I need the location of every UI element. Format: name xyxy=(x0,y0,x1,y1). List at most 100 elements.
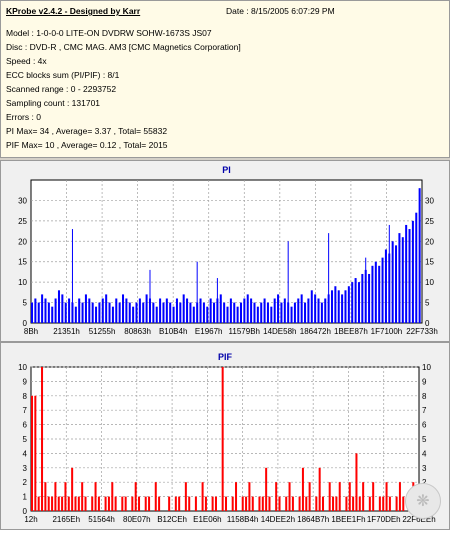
y-tick-label-left: 2 xyxy=(23,478,28,487)
data-bar xyxy=(368,273,371,323)
data-bar xyxy=(37,302,40,323)
y-tick-label-left: 30 xyxy=(18,196,27,205)
data-bar xyxy=(148,496,151,511)
y-tick-label-right: 2 xyxy=(422,478,427,487)
y-tick-label-left: 10 xyxy=(18,363,27,372)
data-bar xyxy=(101,298,104,323)
data-bar xyxy=(172,306,175,323)
data-bar xyxy=(142,302,145,323)
data-bar xyxy=(94,482,97,511)
data-bar xyxy=(105,294,108,323)
data-bar xyxy=(182,294,185,323)
info-line-disc: Disc : DVD-R , CMC MAG. AM3 [CMC Magneti… xyxy=(6,42,241,52)
data-bar xyxy=(91,302,94,323)
data-bar xyxy=(391,241,394,323)
data-bar xyxy=(107,496,110,511)
data-bar xyxy=(68,298,71,323)
data-bar xyxy=(44,482,47,511)
data-bar xyxy=(344,290,347,323)
chart-title: PI xyxy=(222,165,231,175)
x-tick-label: B10B4h xyxy=(159,327,187,336)
data-bar xyxy=(314,294,317,323)
data-bar xyxy=(78,298,81,323)
info-line-errors: Errors : 0 xyxy=(6,112,41,122)
data-bar xyxy=(108,302,111,323)
data-bar xyxy=(395,245,398,323)
data-bar xyxy=(121,496,124,511)
data-bar xyxy=(81,302,84,323)
y-tick-label-left: 20 xyxy=(18,237,27,246)
data-bar xyxy=(41,367,44,511)
y-tick-label-left: 5 xyxy=(23,299,28,308)
data-bar xyxy=(317,298,320,323)
data-bar xyxy=(235,482,238,511)
data-bar xyxy=(168,496,171,511)
x-tick-label: 2165Eh xyxy=(52,515,80,524)
data-bar xyxy=(320,302,323,323)
data-bar xyxy=(297,298,300,323)
data-bar xyxy=(338,482,341,511)
data-bar xyxy=(239,302,242,323)
y-tick-label-right: 3 xyxy=(422,464,427,473)
x-tick-label: 1BEE1Fh xyxy=(331,515,365,524)
data-bar xyxy=(256,306,259,323)
data-bar xyxy=(305,496,308,511)
data-bar xyxy=(385,482,388,511)
data-bar xyxy=(334,286,337,323)
data-bar xyxy=(300,294,303,323)
info-line-range: Scanned range : 0 - 2293752 xyxy=(6,84,117,94)
data-bar xyxy=(54,482,57,511)
data-bar xyxy=(81,482,84,511)
data-bar xyxy=(162,302,165,323)
x-tick-label: 1864B7h xyxy=(297,515,329,524)
data-bar xyxy=(201,482,204,511)
data-bar xyxy=(402,496,405,511)
y-tick-label-right: 8 xyxy=(422,392,427,401)
panel-divider xyxy=(0,158,450,160)
data-bar xyxy=(118,302,121,323)
data-bar xyxy=(348,482,351,511)
data-bar xyxy=(152,302,155,323)
data-bar xyxy=(258,496,261,511)
data-bar xyxy=(395,496,398,511)
data-bar xyxy=(358,496,361,511)
x-tick-label: E1967h xyxy=(195,327,223,336)
data-bar xyxy=(374,261,377,323)
data-bar xyxy=(355,453,358,511)
x-tick-label: 1F7100h xyxy=(371,327,403,336)
info-line-sampling: Sampling count : 131701 xyxy=(6,98,101,108)
data-bar xyxy=(351,282,354,323)
data-bar xyxy=(154,482,157,511)
data-bar xyxy=(188,496,191,511)
x-tick-label: 22F733h xyxy=(406,327,438,336)
data-bar xyxy=(231,496,234,511)
data-bar xyxy=(382,496,385,511)
data-bar xyxy=(268,496,271,511)
data-bar xyxy=(337,290,340,323)
data-bar xyxy=(214,496,217,511)
chart-title: PIF xyxy=(218,352,233,362)
data-bar xyxy=(253,302,256,323)
data-bar xyxy=(354,278,357,323)
data-bar xyxy=(77,496,80,511)
data-bar xyxy=(226,306,229,323)
data-bar xyxy=(111,306,114,323)
data-bar xyxy=(125,298,128,323)
info-line-ecc: ECC blocks sum (PI/PIF) : 8/1 xyxy=(6,70,120,80)
data-bar xyxy=(418,188,421,323)
x-tick-label: 12h xyxy=(24,515,37,524)
data-bar xyxy=(44,298,47,323)
data-bar xyxy=(47,496,50,511)
data-bar xyxy=(301,467,304,511)
y-tick-label-left: 1 xyxy=(23,493,28,502)
data-bar xyxy=(61,294,64,323)
data-bar xyxy=(165,298,168,323)
data-bar xyxy=(54,298,57,323)
data-bar xyxy=(202,302,205,323)
data-bar xyxy=(248,482,251,511)
data-bar xyxy=(98,302,101,323)
y-tick-label-left: 9 xyxy=(23,377,28,386)
data-bar xyxy=(236,306,239,323)
y-tick-label-left: 25 xyxy=(18,217,27,226)
y-tick-label-right: 25 xyxy=(425,217,434,226)
